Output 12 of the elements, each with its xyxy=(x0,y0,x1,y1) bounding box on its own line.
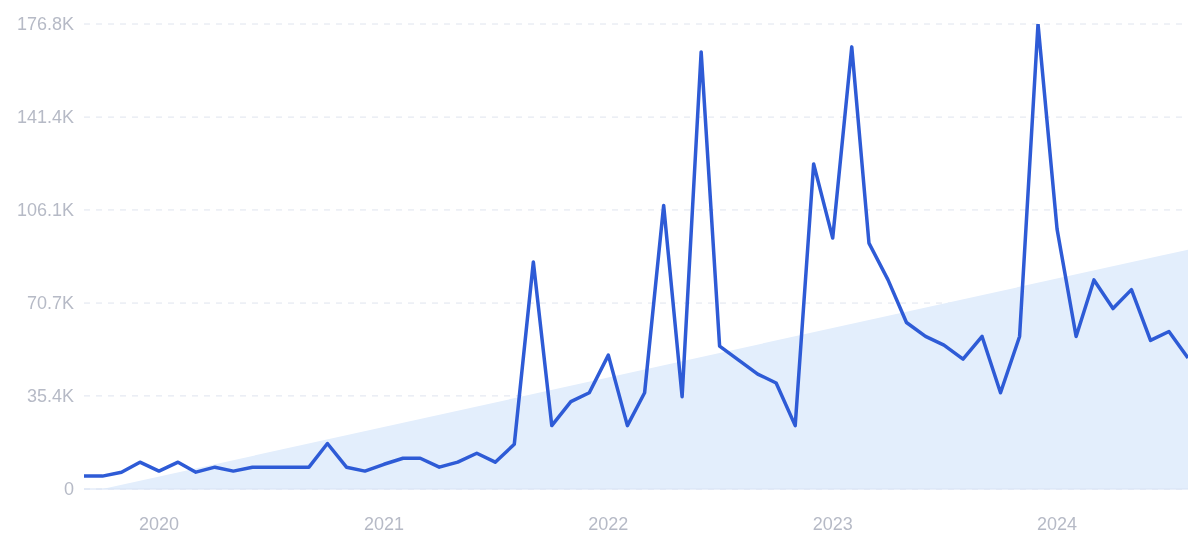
y-tick-label: 35.4K xyxy=(26,386,74,407)
x-tick-label: 2021 xyxy=(363,513,404,534)
x-tick-label: 2024 xyxy=(1037,513,1078,534)
x-tick-label: 2022 xyxy=(588,513,629,534)
line-series xyxy=(84,24,1188,478)
x-tick-label: 2023 xyxy=(812,513,853,534)
y-tick-label: 0 xyxy=(63,479,74,500)
y-tick-label: 176.8K xyxy=(16,14,74,35)
y-tick-label: 106.1K xyxy=(16,200,74,221)
y-tick-label: 141.4K xyxy=(16,107,74,128)
x-tick-label: 2020 xyxy=(138,513,180,534)
y-tick-label: 70.7K xyxy=(26,293,74,314)
